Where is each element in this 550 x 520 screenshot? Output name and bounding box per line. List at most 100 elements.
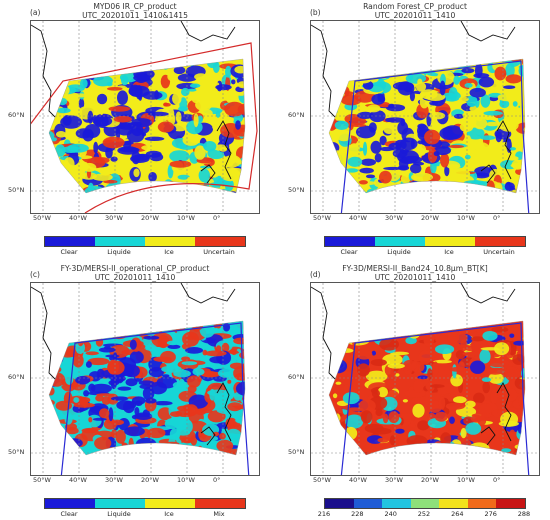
panel-tag: (c) bbox=[30, 270, 40, 279]
panel-title: Random Forest_CP_product bbox=[363, 2, 467, 11]
longitude-label: 0° bbox=[493, 214, 501, 222]
longitude-label: 20°W bbox=[421, 476, 439, 484]
colorbar-label: Ice bbox=[164, 248, 174, 256]
longitude-label: 50°W bbox=[313, 214, 331, 222]
latitude-label: 50°N bbox=[288, 186, 305, 194]
colorbar bbox=[324, 498, 526, 509]
swath-image bbox=[329, 59, 525, 193]
map-frame bbox=[30, 282, 260, 476]
longitude-label: 40°W bbox=[349, 214, 367, 222]
coastline bbox=[31, 283, 236, 446]
map-panel-a: MYD06 IR_CP_product UTC_20201011_1410&141… bbox=[0, 0, 270, 256]
coastline bbox=[311, 283, 516, 446]
collocation-outline bbox=[340, 60, 530, 213]
colorbar bbox=[44, 498, 246, 509]
colorbar-segment bbox=[95, 499, 145, 508]
longitude-label: 30°W bbox=[105, 214, 123, 222]
panel-tag: (b) bbox=[310, 8, 321, 17]
colorbar-label: Ice bbox=[164, 510, 174, 518]
map-canvas bbox=[311, 283, 539, 475]
latitude-label: 50°N bbox=[8, 448, 25, 456]
colorbar-segment bbox=[95, 237, 145, 246]
map-panel-b: Random Forest_CP_product UTC_20201011_141… bbox=[280, 0, 550, 256]
colorbar-label: 264 bbox=[451, 510, 464, 518]
colorbar-label: Ice bbox=[444, 248, 454, 256]
colorbar-segment bbox=[382, 499, 411, 508]
map-panel-c: FY-3D/MERSI-II_operational_CP_product UTC… bbox=[0, 262, 270, 518]
colorbar-label: 276 bbox=[484, 510, 497, 518]
colorbar-label: Mix bbox=[213, 510, 225, 518]
colorbar-segment bbox=[496, 499, 526, 508]
longitude-label: 10°W bbox=[177, 476, 195, 484]
swath-image bbox=[49, 321, 245, 455]
panel-title: MYD06 IR_CP_product bbox=[93, 2, 177, 11]
colorbar-label: Clear bbox=[340, 248, 358, 256]
colorbar-label: 288 bbox=[517, 510, 531, 518]
latitude-label: 60°N bbox=[8, 111, 25, 119]
colorbar-label: Liquide bbox=[387, 248, 411, 256]
colorbar-label: Uncertain bbox=[203, 248, 235, 256]
collocation-outline bbox=[340, 322, 530, 475]
longitude-label: 10°W bbox=[457, 214, 475, 222]
panel-title: FY-3D/MERSI-II_Band24_10.8μm_BT[K] bbox=[342, 264, 488, 273]
longitude-label: 20°W bbox=[141, 476, 159, 484]
map-canvas bbox=[311, 21, 539, 213]
longitude-label: 50°W bbox=[313, 476, 331, 484]
colorbar-label: 252 bbox=[417, 510, 431, 518]
collocation-outline bbox=[31, 42, 258, 213]
collocation-outline bbox=[60, 322, 250, 475]
longitude-label: 40°W bbox=[69, 214, 87, 222]
colorbar-segment bbox=[195, 499, 245, 508]
map-frame bbox=[310, 20, 540, 214]
colorbar-segment bbox=[353, 499, 383, 508]
panel-subtitle: UTC_20201011_1410 bbox=[374, 273, 456, 282]
swath-image bbox=[49, 59, 245, 193]
coastline bbox=[311, 21, 516, 184]
longitude-label: 50°W bbox=[33, 214, 51, 222]
colorbar-label: Uncertain bbox=[483, 248, 515, 256]
longitude-label: 50°W bbox=[33, 476, 51, 484]
panel-subtitle: UTC_20201011_1410&1415 bbox=[82, 11, 188, 20]
colorbar bbox=[324, 236, 526, 247]
longitude-label: 0° bbox=[213, 476, 221, 484]
map-frame bbox=[310, 282, 540, 476]
panel-subtitle: UTC_20201011_1410 bbox=[374, 11, 456, 20]
colorbar-label: 228 bbox=[351, 510, 364, 518]
longitude-label: 20°W bbox=[141, 214, 159, 222]
longitude-label: 0° bbox=[213, 214, 221, 222]
colorbar-segment bbox=[325, 237, 375, 246]
panel-tag: (d) bbox=[310, 270, 321, 279]
colorbar-label: 240 bbox=[384, 510, 397, 518]
panel-subtitle: UTC_20201011_1410 bbox=[94, 273, 176, 282]
latitude-label: 50°N bbox=[288, 448, 305, 456]
colorbar-segment bbox=[425, 237, 475, 246]
longitude-label: 40°W bbox=[69, 476, 87, 484]
colorbar-segment bbox=[410, 499, 440, 508]
map-panel-d: FY-3D/MERSI-II_Band24_10.8μm_BT[K] UTC_20… bbox=[280, 262, 550, 518]
longitude-label: 30°W bbox=[385, 476, 403, 484]
map-canvas bbox=[31, 21, 259, 213]
colorbar-segment bbox=[375, 237, 425, 246]
latitude-label: 60°N bbox=[288, 111, 305, 119]
colorbar-segment bbox=[467, 499, 497, 508]
longitude-label: 0° bbox=[493, 476, 501, 484]
colorbar-segment bbox=[195, 237, 245, 246]
colorbar-label: 216 bbox=[317, 510, 331, 518]
longitude-label: 10°W bbox=[457, 476, 475, 484]
latitude-label: 60°N bbox=[8, 373, 25, 381]
longitude-label: 10°W bbox=[177, 214, 195, 222]
latitude-label: 50°N bbox=[8, 186, 25, 194]
colorbar-label: Clear bbox=[60, 248, 78, 256]
longitude-label: 30°W bbox=[385, 214, 403, 222]
colorbar-segment bbox=[45, 237, 95, 246]
colorbar-segment bbox=[475, 237, 525, 246]
colorbar-segment bbox=[145, 499, 195, 508]
longitude-label: 20°W bbox=[421, 214, 439, 222]
swath-image bbox=[329, 321, 525, 455]
latitude-label: 60°N bbox=[288, 373, 305, 381]
colorbar-label: Clear bbox=[60, 510, 78, 518]
colorbar bbox=[44, 236, 246, 247]
colorbar-segment bbox=[439, 499, 468, 508]
colorbar-segment bbox=[325, 499, 354, 508]
colorbar-label: Liquide bbox=[107, 248, 131, 256]
